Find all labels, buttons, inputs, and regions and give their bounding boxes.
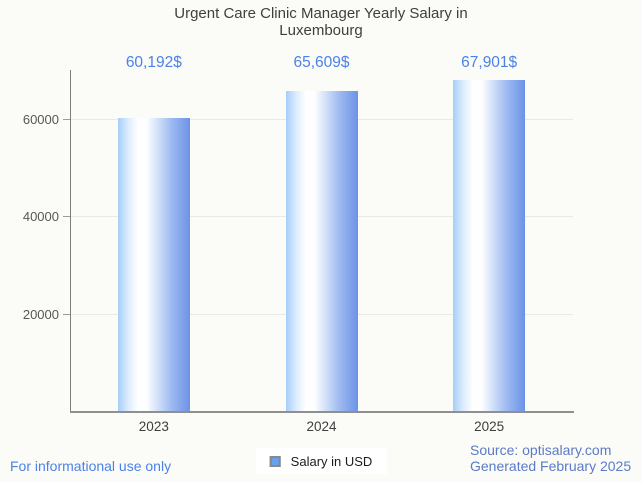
- legend-label: Salary in USD: [290, 453, 373, 469]
- y-axis-tick: [63, 313, 70, 315]
- y-axis-label: 20000: [22, 306, 59, 322]
- chart-title: Urgent Care Clinic Manager Yearly Salary…: [174, 5, 468, 39]
- legend: Salary in USD: [255, 448, 387, 474]
- x-axis-label: 2025: [474, 419, 505, 434]
- bar-value-label: 65,609$: [293, 54, 350, 71]
- x-axis-line: [70, 411, 574, 413]
- bar-2024[interactable]: [285, 91, 358, 411]
- disclaimer-text: For informational use only: [10, 458, 172, 474]
- bar-value-label: 60,192$: [125, 54, 182, 71]
- source-block: Source: optisalary.com Generated Februar…: [470, 442, 631, 474]
- y-axis-line: [70, 70, 71, 413]
- y-axis-label: 60000: [22, 111, 59, 127]
- y-axis-label: 40000: [22, 209, 59, 225]
- legend-swatch-icon: [269, 455, 281, 467]
- bar-2023[interactable]: [117, 117, 190, 411]
- y-axis-tick: [63, 216, 70, 218]
- bar-value-label: 67,901$: [461, 54, 518, 71]
- x-axis-label: 2024: [306, 419, 337, 434]
- bar-2025[interactable]: [453, 80, 526, 411]
- x-axis-label: 2023: [138, 419, 169, 434]
- y-axis-tick: [63, 118, 70, 120]
- generated-text: Generated February 2025: [470, 458, 632, 474]
- source-text: Source: optisalary.com: [470, 442, 612, 458]
